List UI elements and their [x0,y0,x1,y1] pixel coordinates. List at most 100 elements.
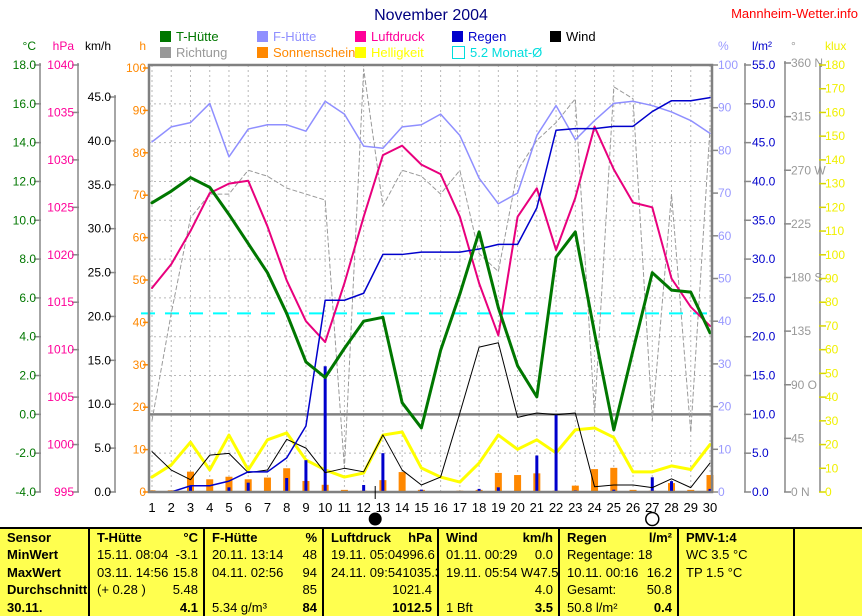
axis-label-lm2: 55.0 [752,58,776,72]
table-cell-label: 1 Bft [446,599,473,615]
axis-label-dir: 90 O [791,378,817,392]
table-cell-value: 5.48 [172,582,198,598]
legend-item-sonnenschein: Sonnenschein [257,44,356,60]
table-column-empty [793,529,862,616]
table-column-f-h-tte: F-Hütte% 20.11. 13:14 48 04.11. 02:56 94 85 5.… [203,529,322,616]
table-cell-label: 19.11. 05:54 W [446,564,534,580]
axis-label-dir: 315 [791,110,811,124]
legend-label: 5.2 Monat-Ø [470,44,543,60]
table-column-regen: Regen l/m² Regentage: 18 10.11. 00:16 16.2 Ge… [558,529,677,616]
series-t-h-tte [150,176,712,432]
table-row: 30.11. [0,599,88,616]
axis-label-hpa: 1030 [47,153,74,167]
legend-label: Helligkeit [371,44,424,60]
series-sonnenschein-bar [571,485,579,492]
axis-label-dir: 225 [791,217,811,231]
table-cell-value: km/h [522,530,553,545]
table-cell-label: F-Hütte [212,530,258,545]
axis-label-lm2: 5.0 [752,446,769,460]
legend-label: Regen [468,28,507,44]
axis-label-klux: 160 [825,105,845,119]
page-title: November 2004 [374,7,488,24]
legend-swatch [355,30,366,42]
table-cell-value: 4.0 [534,582,553,598]
table-row: 1021.4 [324,581,437,598]
series-sonnenschein-bar [225,476,233,492]
x-axis-day-label: 13 [376,500,390,515]
table-cell-value: 4.1 [179,599,198,615]
table-row: 50.8 l/m² 0.4 [560,599,677,616]
table-row [679,581,793,598]
table-column-t-h-tte: T-Hütte °C 15.11. 08:04 -3.1 03.11. 14:56 15.… [88,529,203,616]
axis-label-h: 80 [133,146,147,160]
table-row: 20.11. 13:14 48 [205,546,322,563]
axis-label-klux: 170 [825,82,845,96]
axis-label-klux: 50 [825,366,839,380]
axis-label-temp: -4.0 [15,485,36,499]
table-row: Regen l/m² [560,529,677,546]
x-axis-day-label: 21 [530,500,544,515]
legend-swatch [257,30,268,42]
table-cell-value: 15.8 [172,564,198,580]
axis-label-klux: 30 [825,414,839,428]
series-sonnenschein-bar [591,469,599,492]
legend-item-f-h-tte: F-Hütte [257,28,317,44]
table-cell-value: 3.5 [534,599,553,615]
x-axis-day-label: 28 [664,500,678,515]
axis-label-klux: 70 [825,319,839,333]
axis-label-lm2: 35.0 [752,213,776,227]
x-axis-day-label: 29 [684,500,698,515]
table-cell-value: 48 [302,547,317,563]
legend-label: Richtung [176,44,228,60]
table-row: 4.1 [90,599,203,616]
axis-unit-pct: % [718,39,729,53]
x-axis-day-label: 27 [645,500,659,515]
table-cell-label: 20.11. 13:14 [212,547,284,563]
legend-label: Wind [566,28,596,44]
series-sonnenschein-bar [706,475,714,492]
x-axis-day-label: 6 [245,500,252,515]
table-row: 01.11. 00:29 0.0 [439,546,558,563]
table-row [795,581,862,598]
plot-border [147,63,714,494]
axis-label-temp: 4.0 [19,330,36,344]
axis-label-klux: 40 [825,390,839,404]
table-row: WC 3.5 °C [679,546,793,563]
x-axis-day-label: 25 [607,500,621,515]
axis-label-lm2: 0.0 [752,485,769,499]
axis-label-pct: 70 [718,186,732,200]
axis-label-temp: 8.0 [19,252,36,266]
table-cell-label: 01.11. 00:29 [446,547,518,563]
table-row: Regentage: 18 [560,546,677,563]
legend-label: Sonnenschein [273,44,356,60]
axis-label-klux: 0 [825,485,832,499]
legend-label: F-Hütte [273,28,317,44]
table-cell-label: Durchschnitt [7,582,88,598]
table-row: 15.11. 08:04 -3.1 [90,546,203,563]
axis-label-temp: 0.0 [19,407,36,421]
table-row: MaxWert [0,564,88,581]
table-column-sensor: Sensor MinWert MaxWert Durchschnitt 30.11. [0,529,88,616]
table-cell-label: MinWert [7,547,59,563]
site-link[interactable]: Mannheim-Wetter.info [731,6,858,21]
axis-label-kmh: 25.0 [88,266,112,280]
table-cell-value: -3.1 [175,547,198,563]
axis-unit-klux: klux [825,39,846,53]
table-cell-value: °C [183,530,198,545]
table-cell-label: 10.11. 00:16 [567,564,639,580]
series-sonnenschein-bar [494,472,502,492]
x-axis-day-label: 30 [703,500,717,515]
x-axis-day-label: 17 [453,500,467,515]
axis-label-klux: 150 [825,129,845,143]
table-cell-value: 85 [302,582,317,598]
series-helligkeit [150,426,712,484]
axis-label-h: 10 [133,443,147,457]
axis-label-pct: 0 [718,485,725,499]
table-row: 19.11. 05:54 W 47.5 [439,564,558,581]
table-cell-label: Sensor [7,530,52,545]
axis-label-pct: 100 [718,58,738,72]
axis-unit-kmh: km/h [85,39,111,53]
table-cell-label: Regentage: 18 [567,547,653,563]
table-cell-label: Wind [446,530,478,545]
axis-label-temp: -2.0 [15,446,36,460]
